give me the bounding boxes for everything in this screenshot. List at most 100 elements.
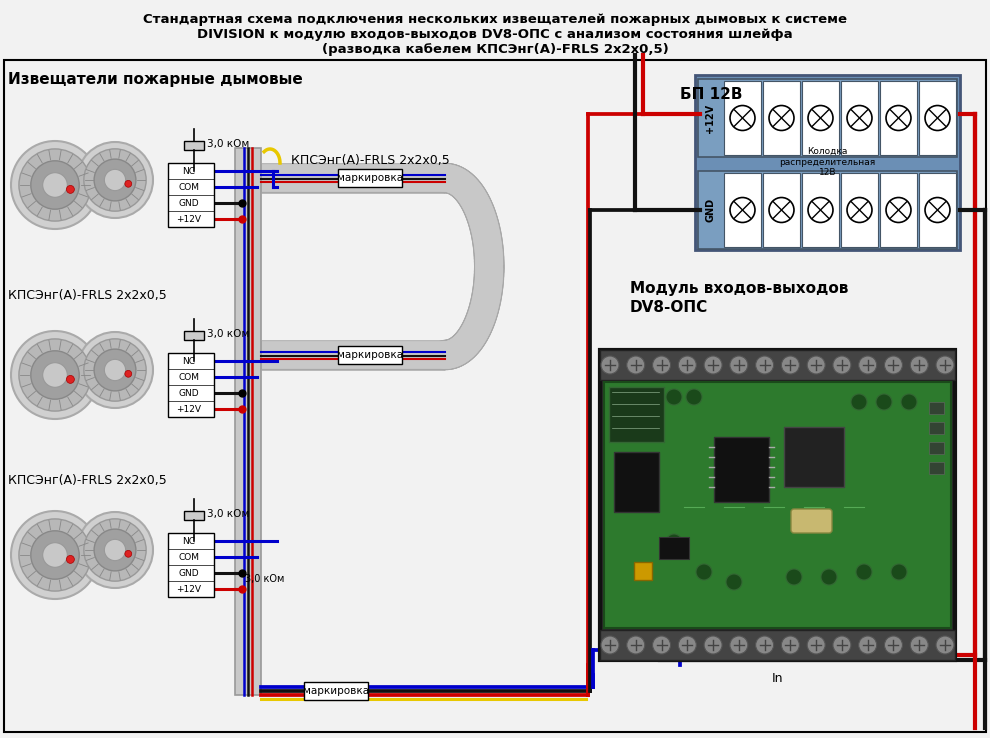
FancyBboxPatch shape [802,173,839,247]
Text: 3,0 кОм: 3,0 кОм [207,139,249,149]
FancyBboxPatch shape [929,422,944,434]
Text: маркировка: маркировка [337,350,403,360]
Circle shape [821,569,837,585]
FancyBboxPatch shape [919,81,956,155]
Text: GND: GND [178,388,199,398]
FancyBboxPatch shape [714,437,769,502]
Circle shape [755,636,773,654]
Circle shape [730,636,747,654]
Text: 3,0 кОм: 3,0 кОм [207,329,249,339]
Circle shape [125,370,132,377]
Circle shape [43,542,67,568]
Text: DIVISION к модулю входов-выходов DV8-ОПС с анализом состояния шлейфа: DIVISION к модулю входов-выходов DV8-ОПС… [197,28,793,41]
Circle shape [104,359,126,381]
FancyBboxPatch shape [929,402,944,414]
FancyBboxPatch shape [841,81,878,155]
FancyBboxPatch shape [168,163,214,227]
Circle shape [19,519,91,591]
Circle shape [678,636,696,654]
Circle shape [19,149,91,221]
Text: NC: NC [182,167,195,176]
FancyBboxPatch shape [600,350,955,660]
Text: Стандартная схема подключения нескольких извещателей пожарных дымовых к системе: Стандартная схема подключения нескольких… [143,13,847,26]
Circle shape [666,534,682,550]
Circle shape [755,356,773,374]
FancyBboxPatch shape [880,81,917,155]
FancyBboxPatch shape [604,382,951,628]
FancyBboxPatch shape [659,537,689,559]
Text: 3,0 кОм: 3,0 кОм [207,509,249,519]
FancyBboxPatch shape [168,353,214,417]
Text: COM: COM [178,553,199,562]
Text: GND: GND [178,199,199,207]
FancyBboxPatch shape [880,173,917,247]
Circle shape [627,636,644,654]
Text: Колодка
распределительная
12В: Колодка распределительная 12В [779,147,875,177]
Circle shape [910,356,929,374]
Circle shape [77,332,153,408]
Circle shape [19,339,91,411]
Text: +12V: +12V [176,404,201,413]
Circle shape [851,394,867,410]
Circle shape [94,159,136,201]
Circle shape [704,636,722,654]
FancyBboxPatch shape [919,173,956,247]
Circle shape [84,519,147,581]
Text: GND: GND [706,198,716,222]
Circle shape [901,394,917,410]
FancyBboxPatch shape [168,533,214,597]
Circle shape [858,636,877,654]
FancyBboxPatch shape [614,452,659,512]
Text: +12V: +12V [706,103,716,133]
Circle shape [833,636,851,654]
Circle shape [104,539,126,561]
Circle shape [627,356,644,374]
Text: Модуль входов-выходов
DV8-ОПС: Модуль входов-выходов DV8-ОПС [630,281,848,315]
Circle shape [43,173,67,197]
Circle shape [807,636,825,654]
FancyBboxPatch shape [600,630,955,660]
Circle shape [807,356,825,374]
Circle shape [666,389,682,405]
FancyBboxPatch shape [600,350,955,380]
Circle shape [652,636,670,654]
FancyBboxPatch shape [184,511,204,520]
Circle shape [786,569,802,585]
Circle shape [781,636,799,654]
FancyBboxPatch shape [304,682,368,700]
Circle shape [601,356,619,374]
Text: COM: COM [178,182,199,191]
FancyBboxPatch shape [763,173,800,247]
Circle shape [726,574,742,590]
Circle shape [936,356,954,374]
Circle shape [833,356,851,374]
FancyBboxPatch shape [695,75,960,250]
Circle shape [84,339,147,401]
Circle shape [696,564,712,580]
Circle shape [730,356,747,374]
FancyBboxPatch shape [184,331,204,339]
FancyBboxPatch shape [929,442,944,454]
Circle shape [66,185,74,193]
Circle shape [31,351,79,399]
FancyBboxPatch shape [698,79,957,157]
Circle shape [884,636,903,654]
Text: (разводка кабелем КПСЭнг(А)-FRLS 2х2х0,5): (разводка кабелем КПСЭнг(А)-FRLS 2х2х0,5… [322,43,668,56]
Circle shape [11,511,99,599]
Circle shape [94,349,136,391]
FancyBboxPatch shape [338,169,402,187]
Circle shape [910,636,929,654]
Circle shape [84,149,147,211]
FancyBboxPatch shape [763,81,800,155]
Circle shape [876,394,892,410]
FancyBboxPatch shape [929,462,944,474]
Circle shape [704,356,722,374]
Text: COM: COM [178,373,199,382]
FancyBboxPatch shape [184,140,204,150]
Text: NC: NC [182,537,195,545]
Text: КПСЭнг(А)-FRLS 2х2х0,5: КПСЭнг(А)-FRLS 2х2х0,5 [291,154,449,167]
Text: БП 12В: БП 12В [680,87,742,102]
Circle shape [77,512,153,588]
Text: In: In [772,672,783,685]
Circle shape [11,141,99,229]
